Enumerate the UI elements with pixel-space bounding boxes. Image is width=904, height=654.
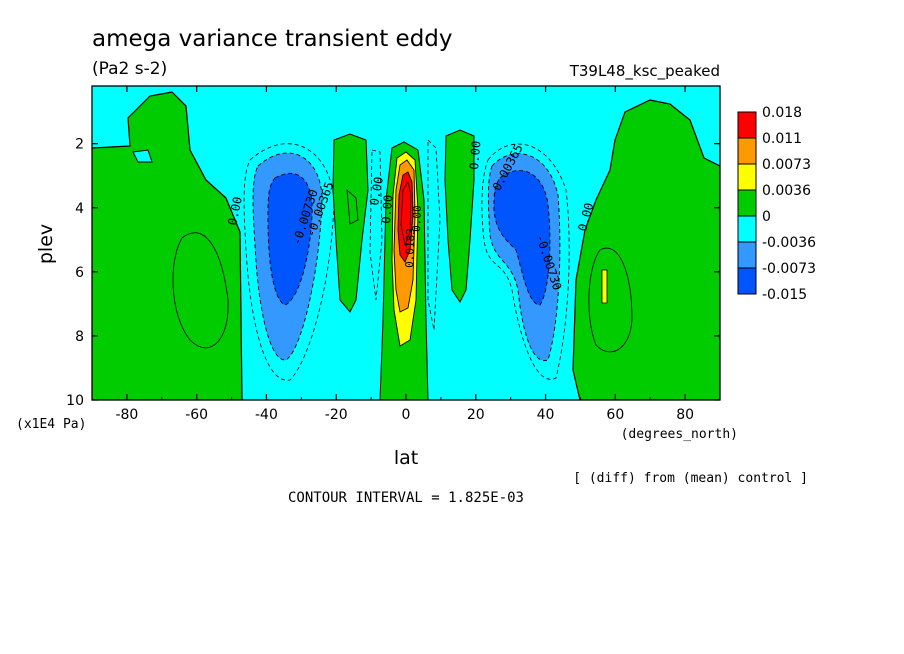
x-tick-label: 0 [402, 407, 411, 423]
contour-label: 0.00 [367, 176, 386, 207]
colorbar-swatch [737, 163, 757, 191]
colorbar-label: 0 [762, 209, 771, 225]
y-tick-label: 10 [66, 393, 84, 409]
dashed-contour-center-left [369, 149, 383, 301]
contour-line-right [588, 247, 633, 353]
contour-label: 0.00 [225, 195, 245, 226]
contour-line-left [172, 232, 229, 349]
x-tick-label: -60 [185, 407, 208, 423]
colorbar-swatch [737, 189, 757, 217]
colorbar-label: -0.015 [762, 287, 807, 303]
colorbar-swatch [737, 267, 757, 295]
blue-region-left-dark [267, 173, 313, 306]
green-strip-left [332, 133, 369, 313]
y-tick-label: 8 [75, 329, 84, 345]
colorbar-swatch [737, 137, 757, 165]
y-tick-label: 4 [75, 201, 84, 217]
colorbar-label: 0.018 [762, 105, 802, 121]
x-axis-label: lat [394, 447, 418, 469]
diff-note: [ (diff) from (mean) control ] [573, 471, 808, 486]
chart-title: amega variance transient eddy [92, 26, 453, 52]
inner-contour-center [400, 181, 412, 247]
x-tick-label: -80 [115, 407, 138, 423]
green-strip-right [444, 129, 475, 303]
y-axis-units: (x1E4 Pa) [16, 417, 86, 432]
x-tick-label: -40 [255, 407, 278, 423]
colorbar-swatch [737, 215, 757, 243]
contour-label: 0.00 [467, 140, 483, 170]
colorbar-label: -0.0036 [762, 235, 816, 251]
x-tick-label: 40 [537, 407, 555, 423]
colorbar: 0.018 0.011 0.0073 0.0036 0 -0.0036 -0.0073 -0.… [737, 105, 816, 303]
run-label: T39L48_ksc_peaked [569, 62, 720, 81]
green-strip-left-inner [346, 189, 359, 225]
colorbar-label: 0.0036 [762, 183, 811, 199]
y-axis-label: plev [35, 224, 57, 264]
green-region-left [92, 91, 243, 400]
y-axis: 2 4 6 8 10 [66, 137, 720, 409]
green-region-right [572, 99, 720, 400]
dashed-contour-center-right [427, 139, 441, 331]
blue-region-right-dark [493, 170, 551, 306]
x-tick-label: -20 [325, 407, 348, 423]
contour-label: 0.00 [379, 194, 395, 224]
red-region-center [397, 171, 414, 263]
colorbar-swatch [737, 111, 757, 139]
contour-label: 0.0183 [403, 228, 417, 268]
y-tick-label: 2 [75, 137, 84, 153]
chart-subtitle: (Pa2 s-2) [92, 59, 167, 79]
x-tick-label: 60 [606, 407, 624, 423]
colorbar-swatch [737, 241, 757, 269]
dashed-contour-left-outer [243, 143, 335, 381]
y-tick-label: 6 [75, 265, 84, 281]
colorbar-label: 0.0073 [762, 157, 811, 173]
colorbar-label: 0.011 [762, 131, 802, 147]
x-axis: -80 -60 -40 -20 0 20 40 60 80 [91, 86, 721, 423]
x-axis-units: (degrees_north) [621, 427, 738, 442]
dashed-contour-right-outer [481, 143, 570, 380]
x-tick-label: 80 [676, 407, 694, 423]
contour-interval: CONTOUR INTERVAL = 1.825E-03 [288, 490, 524, 506]
colorbar-label: -0.0073 [762, 261, 816, 277]
yellow-patch-right [601, 269, 608, 304]
contour-field: 0.00 0.00 0.00 0.00 0.00 -0.00730 -0.003… [92, 86, 720, 400]
x-tick-label: 20 [467, 407, 485, 423]
contour-label: 0.00 [410, 205, 424, 232]
cyan-notch-left [132, 149, 153, 163]
